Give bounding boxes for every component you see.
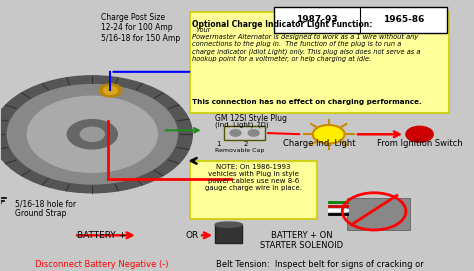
Text: Disconnect Battery Negative (-): Disconnect Battery Negative (-): [35, 260, 168, 269]
Circle shape: [0, 76, 192, 193]
Text: 5/16-18 hole for
Ground Strap: 5/16-18 hole for Ground Strap: [15, 199, 76, 218]
FancyBboxPatch shape: [190, 161, 317, 219]
Bar: [347, 198, 410, 230]
Text: 1987-93: 1987-93: [296, 15, 338, 24]
Circle shape: [7, 85, 177, 184]
Circle shape: [248, 130, 259, 136]
Text: Belt Tension:  Inspect belt for signs of cracking or: Belt Tension: Inspect belt for signs of …: [216, 260, 423, 269]
Text: GM 12SI Style Plug: GM 12SI Style Plug: [215, 114, 287, 123]
Bar: [274, 7, 447, 33]
Circle shape: [80, 127, 104, 141]
Text: BATTERY +: BATTERY +: [77, 231, 126, 240]
Text: This connection has no effect on charging performance.: This connection has no effect on chargin…: [192, 99, 422, 105]
FancyBboxPatch shape: [190, 12, 449, 113]
Circle shape: [313, 125, 345, 144]
Text: OR: OR: [186, 231, 199, 240]
Circle shape: [67, 120, 117, 149]
Text: 1          2: 1 2: [217, 141, 249, 147]
Bar: [224, 126, 265, 140]
Text: NOTE: On 1986-1993
vehicles with Plug in style
power cables use new 8-6
gauge ch: NOTE: On 1986-1993 vehicles with Plug in…: [205, 163, 302, 191]
Bar: [215, 225, 242, 243]
Text: 1965-86: 1965-86: [383, 15, 424, 24]
Text: Your
Powermaster Alternator is designed to work as a 1 wire without any
connecti: Your Powermaster Alternator is designed …: [192, 27, 420, 62]
Text: Charge Ind. Light: Charge Ind. Light: [283, 139, 356, 148]
Text: BATTERY + ON
STARTER SOLENOID: BATTERY + ON STARTER SOLENOID: [260, 231, 343, 250]
Circle shape: [104, 86, 117, 94]
Text: Charge Post Size
12-24 for 100 Amp
5/16-18 for 150 Amp: Charge Post Size 12-24 for 100 Amp 5/16-…: [101, 13, 181, 43]
Circle shape: [99, 84, 122, 97]
Text: From Ignition Switch: From Ignition Switch: [377, 139, 462, 148]
Text: Removable Cap: Removable Cap: [215, 148, 264, 153]
Text: (Ind. Light)  (D): (Ind. Light) (D): [215, 122, 269, 128]
Circle shape: [230, 130, 241, 136]
Ellipse shape: [215, 222, 242, 227]
Circle shape: [406, 126, 433, 142]
Circle shape: [27, 96, 157, 172]
Text: Optional Charge Indicator Light Function:: Optional Charge Indicator Light Function…: [192, 20, 373, 29]
